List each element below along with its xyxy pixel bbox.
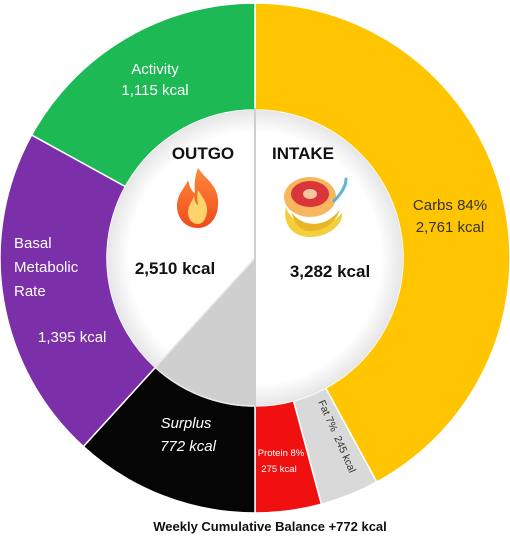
intake-total: 3,282 kcal [290,262,370,281]
outgo-total: 2,510 kcal [135,259,215,278]
activity-label: Activity [131,61,179,78]
food-icon [284,177,348,237]
donut-segments [0,2,510,514]
protein-label: Protein 8% [258,448,305,459]
protein-value-label: 275 kcal [261,464,296,475]
surplus-label: Surplus [161,415,212,432]
bmr-label-line-3: Rate [14,283,46,300]
activity-value-label: 1,115 kcal [121,82,188,99]
chart-caption: Weekly Cumulative Balance +772 kcal [153,519,387,534]
bmr-label-line-2: Metabolic [14,259,79,276]
bmr-value-label: 1,395 kcal [38,329,106,346]
bmr-label-line-1: Basal [14,235,52,252]
carbs-value-label: 2,761 kcal [416,219,484,236]
surplus-value-label: 772 kcal [160,438,217,455]
segment-carbs [254,2,510,484]
surplus-gap-fill [154,256,256,407]
intake-title: INTAKE [272,144,334,163]
surplus-gap-wedge [154,256,256,407]
carbs-label: Carbs 84% [413,197,487,214]
fire-icon [177,168,219,228]
outgo-title: OUTGO [172,144,234,163]
